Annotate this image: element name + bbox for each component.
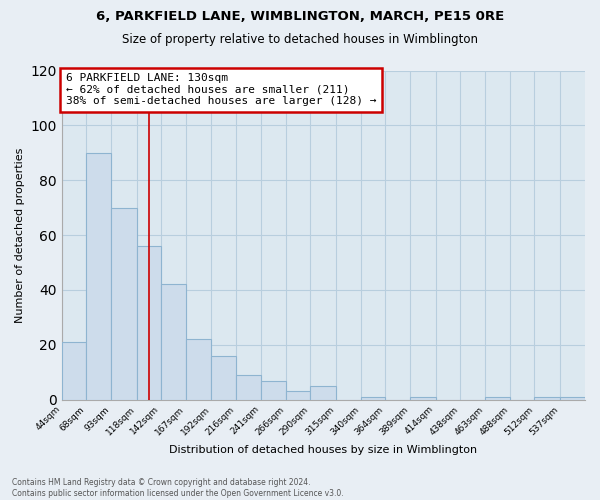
Bar	[286, 392, 310, 400]
Bar	[410, 397, 436, 400]
Bar	[361, 397, 385, 400]
Text: Contains HM Land Registry data © Crown copyright and database right 2024.
Contai: Contains HM Land Registry data © Crown c…	[12, 478, 344, 498]
Bar	[560, 397, 585, 400]
Bar	[137, 246, 161, 400]
Text: 6 PARKFIELD LANE: 130sqm
← 62% of detached houses are smaller (211)
38% of semi-: 6 PARKFIELD LANE: 130sqm ← 62% of detach…	[66, 73, 376, 106]
Bar	[186, 340, 211, 400]
Bar	[62, 342, 86, 400]
Bar	[535, 397, 560, 400]
Bar	[86, 153, 111, 400]
Bar	[485, 397, 510, 400]
Text: Size of property relative to detached houses in Wimblington: Size of property relative to detached ho…	[122, 32, 478, 46]
Bar	[111, 208, 137, 400]
Bar	[261, 380, 286, 400]
X-axis label: Distribution of detached houses by size in Wimblington: Distribution of detached houses by size …	[169, 445, 478, 455]
Bar	[236, 375, 261, 400]
Y-axis label: Number of detached properties: Number of detached properties	[15, 148, 25, 323]
Bar	[310, 386, 335, 400]
Text: 6, PARKFIELD LANE, WIMBLINGTON, MARCH, PE15 0RE: 6, PARKFIELD LANE, WIMBLINGTON, MARCH, P…	[96, 10, 504, 23]
Bar	[161, 284, 186, 400]
Bar	[211, 356, 236, 400]
